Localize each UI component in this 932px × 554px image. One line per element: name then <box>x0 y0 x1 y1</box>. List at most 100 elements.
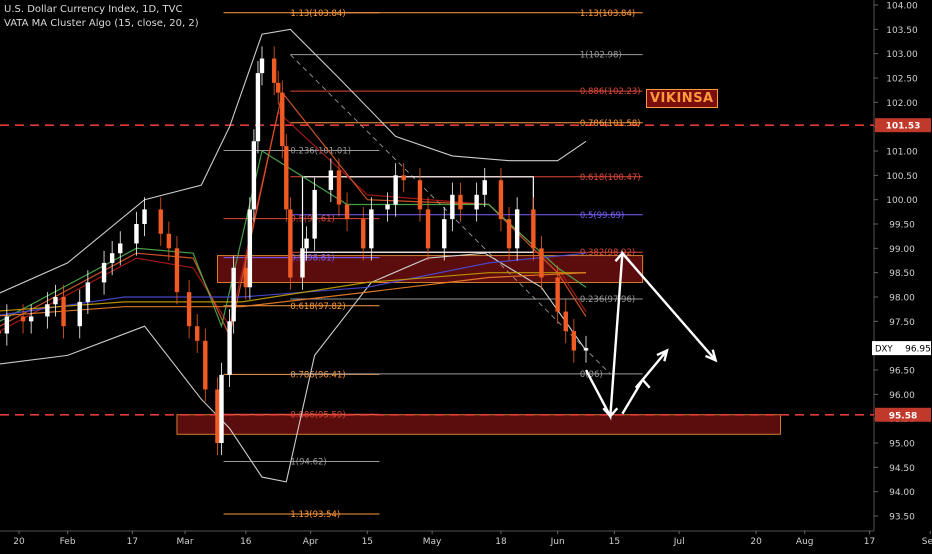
y-tick-label: 97.50 <box>889 318 915 328</box>
y-tick-label: 103.50 <box>886 26 918 36</box>
ma-cluster-line <box>0 272 587 317</box>
y-tick-label: 98.50 <box>889 269 915 279</box>
y-tick-label: 98.00 <box>889 294 915 304</box>
fib-label-right: 0.886(102.23) <box>580 87 641 97</box>
candle-body <box>53 297 58 305</box>
candle-body <box>77 301 82 327</box>
fib-label-left: 1(94.62) <box>290 457 326 467</box>
x-tick-label: Jun <box>550 537 565 547</box>
fib-label-right: 0.236(97.96) <box>580 295 635 305</box>
candle-body <box>227 321 232 375</box>
projection-arrowhead <box>602 407 619 419</box>
projection-arrowhead <box>656 348 669 362</box>
fib-label-left: 0.786(96.41) <box>290 370 345 380</box>
y-tick-label: 94.50 <box>889 464 915 474</box>
candle-body <box>369 209 374 249</box>
bollinger-lower-band <box>0 252 587 483</box>
x-tick-label: 17 <box>127 537 138 547</box>
candle-body <box>118 243 123 254</box>
candle-body <box>247 209 253 288</box>
x-tick-label: 15 <box>609 537 620 547</box>
fib-label-left: 1.13(93.54) <box>290 510 340 520</box>
fib-label-left: 1.13(103.84) <box>290 9 345 19</box>
candle-body <box>555 277 560 312</box>
price-badge-label: 96.95 <box>905 345 931 355</box>
candle-body <box>284 146 289 210</box>
ma-cluster-line <box>0 272 586 312</box>
candle-body <box>158 209 163 234</box>
candle-body <box>271 58 277 83</box>
projection-arrowhead <box>705 349 718 363</box>
y-tick-label: 103.00 <box>886 50 918 60</box>
vikinsa-label: VIKINSA <box>646 89 718 108</box>
price-badge-symbol: DXY <box>875 345 893 355</box>
fib-label-right: 0.786(101.58) <box>580 119 641 129</box>
x-tick-label: 18 <box>495 537 507 547</box>
candle-body <box>344 204 350 220</box>
y-tick-label: 94.00 <box>889 488 915 498</box>
y-tick-label: 102.50 <box>886 75 918 85</box>
price-badge-current <box>872 341 931 356</box>
candle-body <box>506 219 512 249</box>
fib-label-left: 0.618(97.82) <box>290 302 345 312</box>
candle-body <box>134 224 139 244</box>
y-tick-label: 96.00 <box>889 391 915 401</box>
candle-body <box>45 304 50 317</box>
candle-body <box>563 311 568 332</box>
candle-body <box>514 209 520 249</box>
candle-body <box>312 189 317 239</box>
price-badge-label: 101.53 <box>886 122 921 132</box>
fib-label-right: 0.382(98.92) <box>580 248 635 258</box>
candle-body <box>288 209 293 278</box>
candle-body <box>215 389 220 443</box>
candle-body <box>142 209 147 224</box>
x-tick-label: Sep <box>922 537 932 547</box>
candle-body <box>186 292 192 327</box>
candle-body <box>385 204 390 210</box>
candle-body <box>20 316 26 322</box>
candle-body <box>219 374 224 443</box>
x-tick-label: 20 <box>13 537 25 547</box>
x-tick-label: 20 <box>750 537 762 547</box>
candle-body <box>85 282 91 302</box>
x-tick-label: 15 <box>362 537 373 547</box>
candle-body <box>583 348 589 351</box>
price-badge-red <box>875 118 931 133</box>
candle-body <box>425 209 431 249</box>
x-tick-label: Aug <box>796 537 814 547</box>
x-tick-label: 16 <box>240 537 252 547</box>
candle-body <box>498 180 504 220</box>
candle-body <box>251 141 257 210</box>
candle-body <box>442 219 447 249</box>
candle-body <box>243 267 248 288</box>
candle-body <box>474 194 479 210</box>
candle-body <box>101 262 107 283</box>
y-tick-label: 99.50 <box>889 221 915 231</box>
candle-body <box>571 331 577 351</box>
candle-body <box>531 209 536 249</box>
x-tick-label: 17 <box>864 537 875 547</box>
candle-body <box>328 170 334 190</box>
candle-body <box>393 175 398 205</box>
candle-body <box>174 248 180 293</box>
x-tick-label: Feb <box>60 537 76 547</box>
candle-body <box>259 58 265 74</box>
candle-body <box>61 297 66 327</box>
candle-body <box>304 238 309 249</box>
candle-body <box>458 194 463 210</box>
candle-body <box>4 316 10 334</box>
y-tick-label: 96.50 <box>889 367 915 377</box>
candle-body <box>195 326 200 341</box>
y-tick-label: 104.00 <box>886 2 918 12</box>
candle-body <box>361 219 366 249</box>
support-resistance-zone <box>217 255 644 283</box>
candle-body <box>0 331 1 334</box>
y-tick-label: 102.00 <box>886 99 918 109</box>
candle-body <box>450 194 455 220</box>
fib-label-right: 0.618(100.47) <box>580 173 641 183</box>
candle-body <box>539 248 544 278</box>
candle-body <box>482 180 487 195</box>
fib-label-left: 0.886(95.59) <box>290 410 345 420</box>
